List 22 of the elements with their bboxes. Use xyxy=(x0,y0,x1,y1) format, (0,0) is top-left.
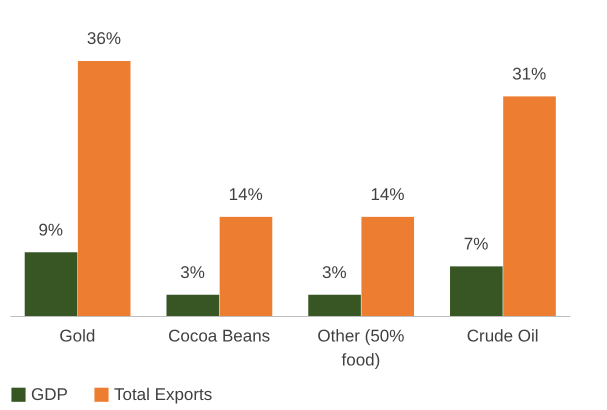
legend-label: Total Exports xyxy=(114,384,212,404)
data-label: 9% xyxy=(38,220,64,240)
data-label: 7% xyxy=(464,234,488,254)
x-tick-label: Crude Oil xyxy=(466,326,539,346)
x-tick-label: Gold xyxy=(59,326,96,346)
data-label: 3% xyxy=(322,262,347,282)
bar xyxy=(78,61,131,316)
bar xyxy=(166,294,220,316)
bar xyxy=(361,216,414,316)
data-label: 31% xyxy=(512,64,546,84)
bar xyxy=(24,252,78,316)
bar xyxy=(503,96,556,316)
legend-label: GDP xyxy=(31,384,68,404)
data-label: 14% xyxy=(370,184,404,204)
x-tick-label: Other (50% food) xyxy=(317,326,404,370)
x-tick-label: Cocoa Beans xyxy=(168,326,270,346)
data-label: 3% xyxy=(180,262,205,282)
data-label: 14% xyxy=(228,184,263,204)
data-label: 36% xyxy=(86,29,121,48)
bar xyxy=(220,216,272,316)
bar xyxy=(450,266,503,316)
bar xyxy=(308,294,361,316)
